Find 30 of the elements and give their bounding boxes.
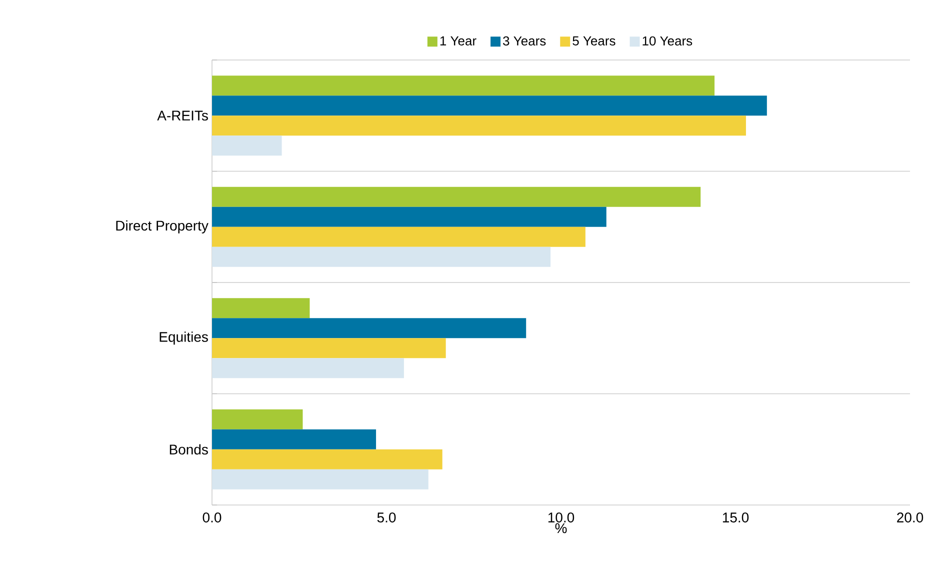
legend-label: 3 Years [503,36,546,46]
y-tick-label: Equities [160,332,208,345]
x-tick-label: 5.0 [377,512,396,522]
bar [212,318,526,338]
legend-label: 10 Years [642,36,692,46]
bar [212,449,442,470]
bar [212,116,746,136]
bar [212,136,282,156]
legend-label: 1 Year [440,36,476,46]
bar [212,246,551,267]
x-tick-label: 20.0 [897,512,924,522]
x-tick-label: 10.0 [548,512,574,522]
legend-label: 5 Years [572,36,616,46]
bar [212,469,428,490]
bar [212,226,586,247]
x-axis-title: % [555,523,567,534]
bar [212,409,303,430]
bar [212,96,767,116]
bar [212,298,310,318]
x-tick-label: 15.0 [722,512,749,522]
x-tick-label: 0.0 [202,512,222,522]
bar [212,76,715,96]
y-tick-label: A-REITs [157,110,208,121]
y-tick-label: Direct Property [116,220,208,234]
y-tick-label: Bonds [170,444,208,455]
bar [212,186,701,207]
bar [212,338,446,358]
bar [212,358,404,378]
bar [212,429,376,450]
bar [212,206,606,227]
